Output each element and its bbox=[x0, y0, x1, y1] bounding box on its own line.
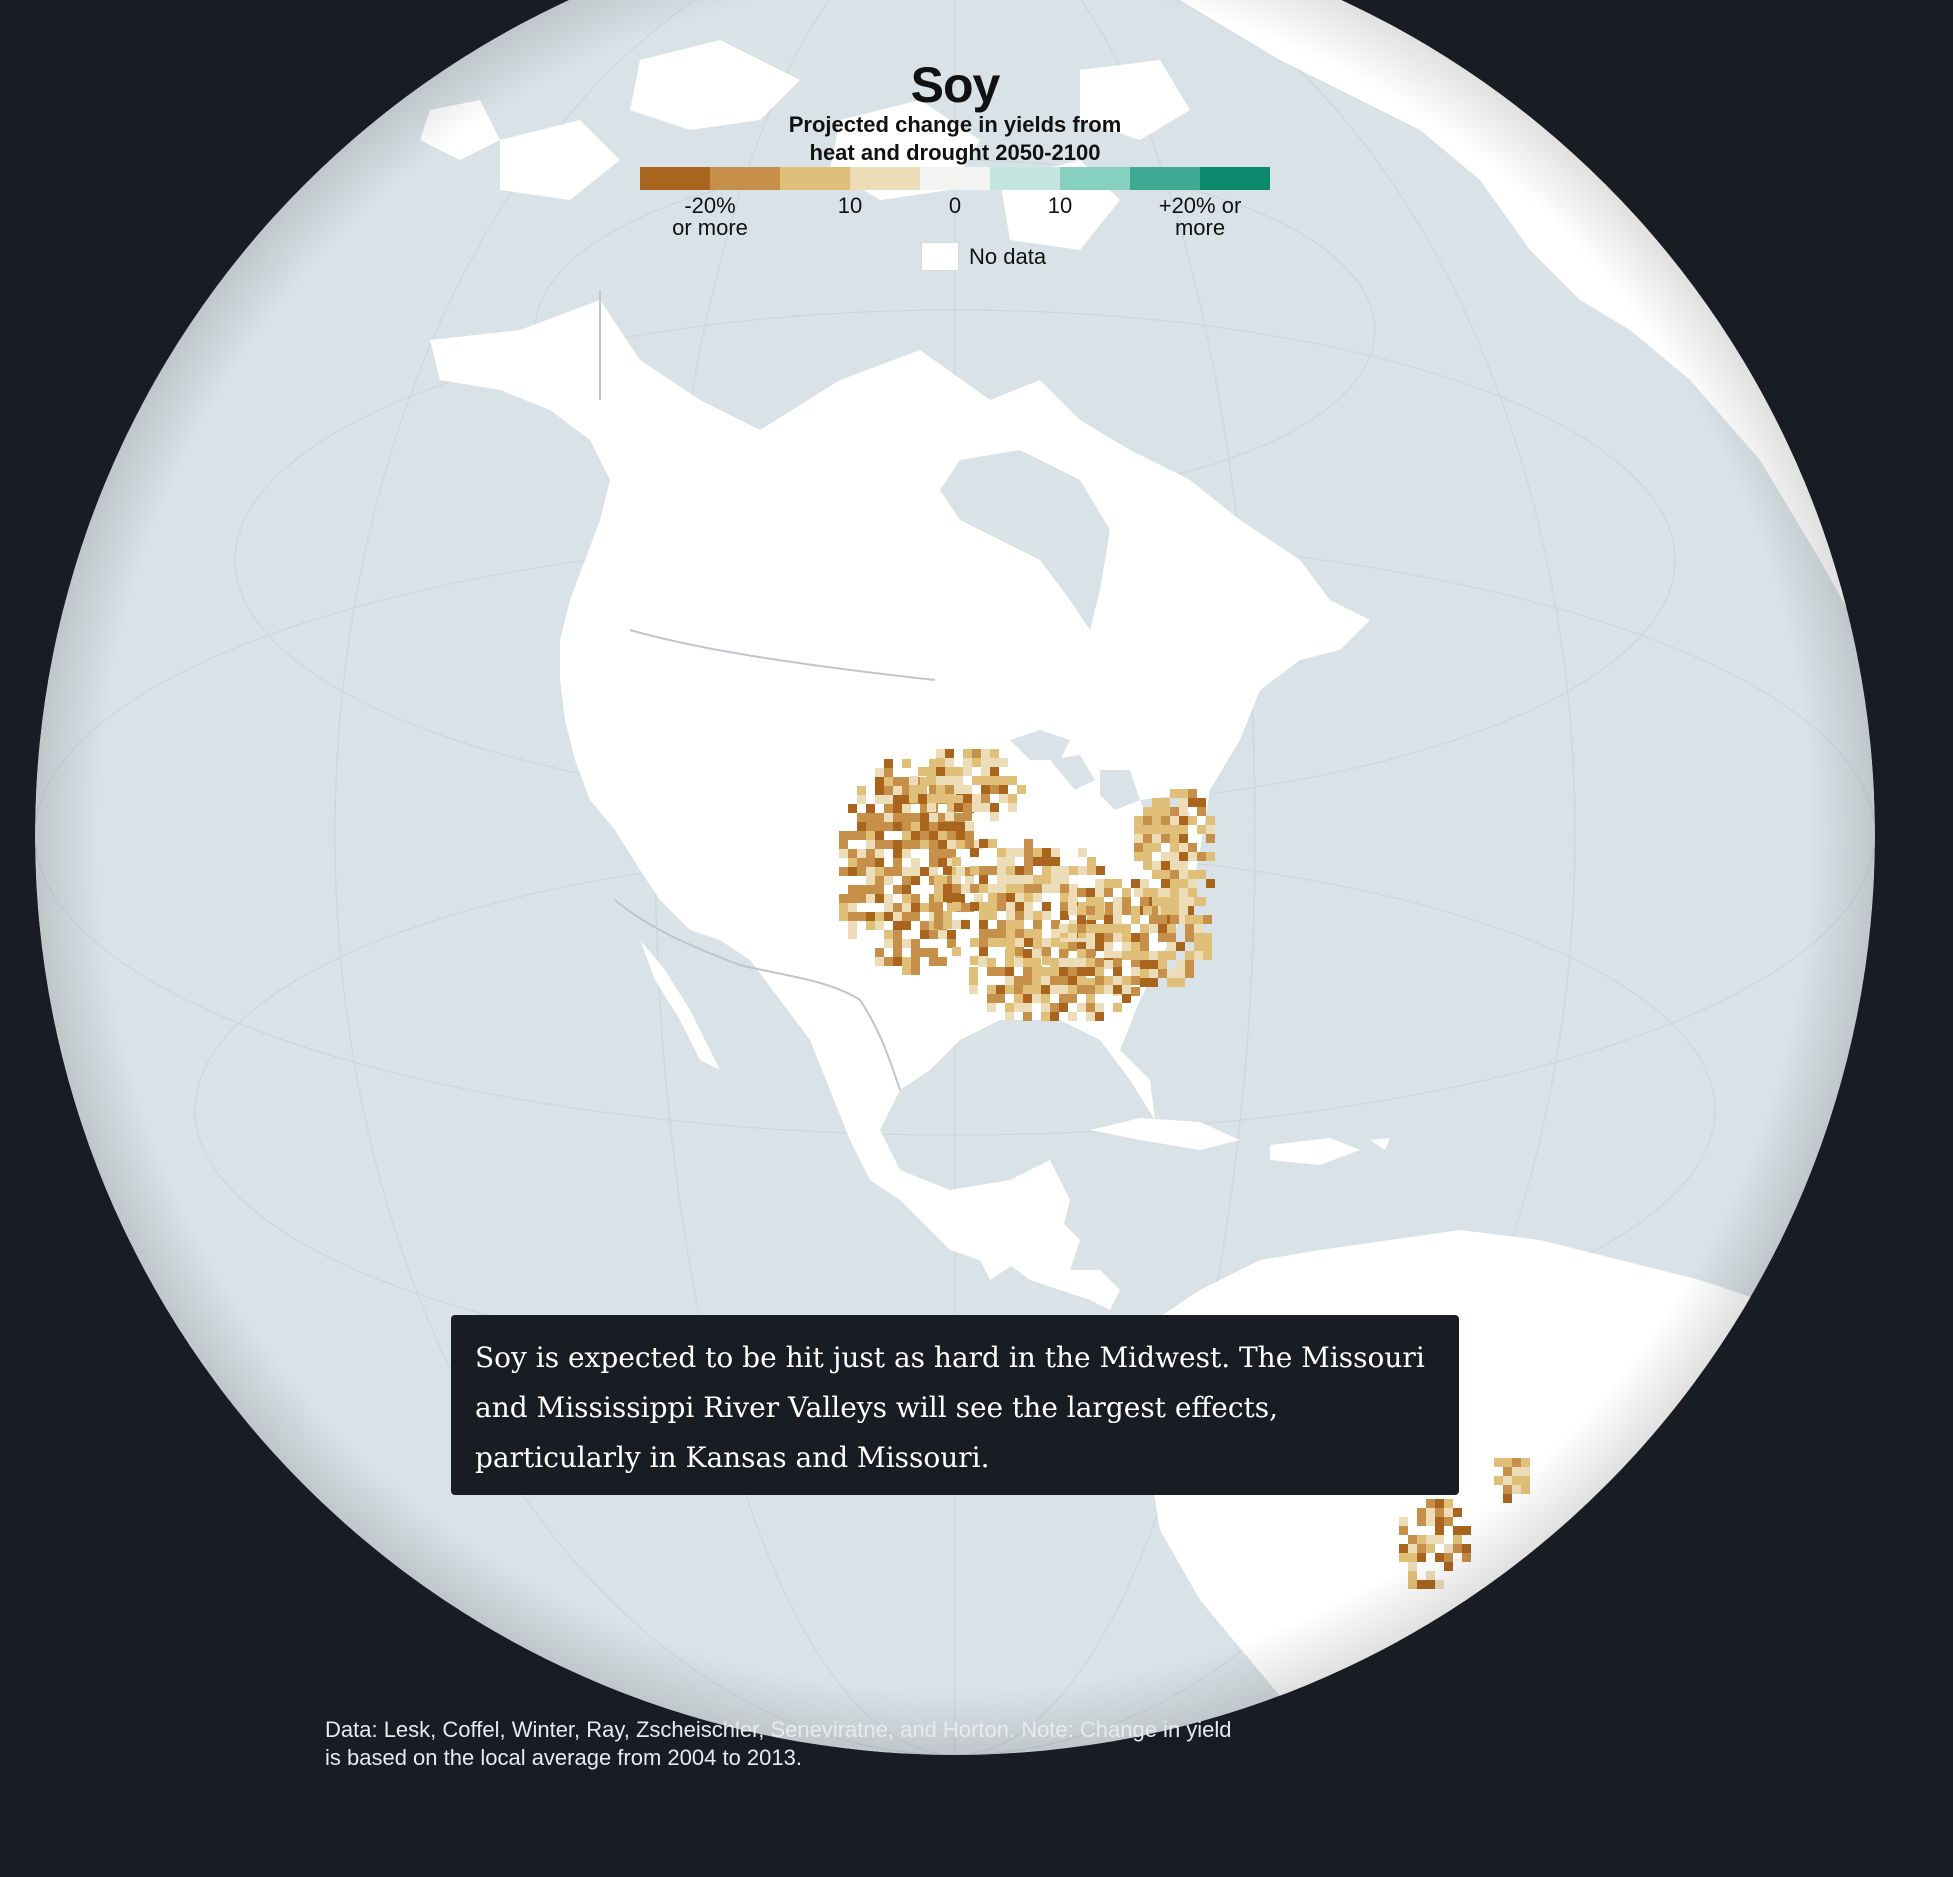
source-line1: Data: Lesk, Coffel, Winter, Ray, Zscheis… bbox=[325, 1717, 1232, 1742]
caption-box: Soy is expected to be hit just as hard i… bbox=[451, 1315, 1459, 1495]
source-note: Data: Lesk, Coffel, Winter, Ray, Zscheis… bbox=[325, 1716, 1325, 1772]
land-africa-edge bbox=[1865, 1000, 1875, 1080]
source-line2: is based on the local average from 2004 … bbox=[325, 1745, 802, 1770]
caption-text: Soy is expected to be hit just as hard i… bbox=[475, 1341, 1425, 1474]
